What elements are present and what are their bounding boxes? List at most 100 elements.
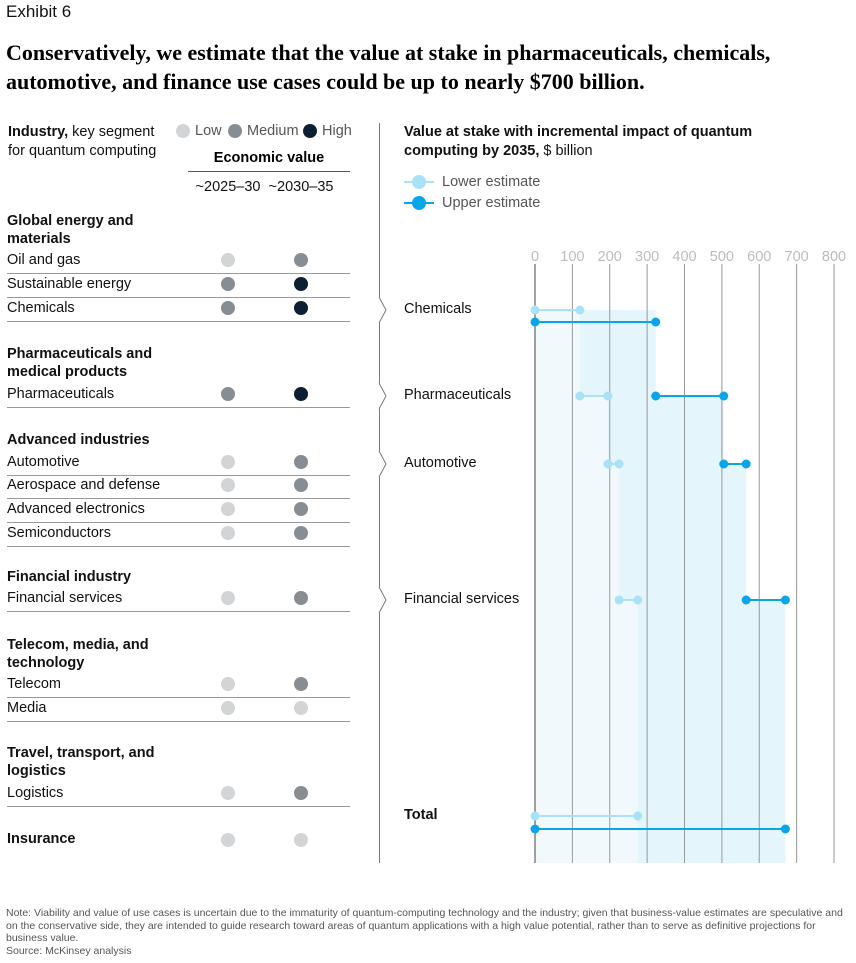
pharmaceuticals-upper-start-point bbox=[651, 391, 661, 401]
divider-notch bbox=[375, 451, 387, 477]
note-text: Note: Viability and value of use cases i… bbox=[6, 907, 843, 944]
segment-name-media: Media bbox=[7, 700, 47, 716]
divider-notch bbox=[375, 297, 387, 323]
legend-high: High bbox=[303, 123, 352, 139]
x-tick-label: 200 bbox=[598, 249, 622, 265]
segment-name-aerospace-and-defense: Aerospace and defense bbox=[7, 477, 161, 493]
x-tick-label: 500 bbox=[710, 249, 734, 265]
financial-services-upper-start-point bbox=[741, 595, 751, 605]
value-dot-v2030 bbox=[294, 502, 308, 516]
segment-name-oil-and-gas: Oil and gas bbox=[7, 252, 81, 268]
x-tick-label: 0 bbox=[531, 249, 539, 265]
chart-title-unit: $ billion bbox=[539, 143, 593, 159]
table-row: Telecom bbox=[7, 674, 350, 698]
group-label-insurance: Insurance bbox=[7, 831, 76, 847]
automotive-lower-start-point bbox=[603, 459, 613, 469]
financial-services-lower-end-point bbox=[633, 595, 643, 605]
chart-title: Value at stake with incremental impact o… bbox=[404, 123, 824, 161]
chart-title-bold: Value at stake with incremental impact o… bbox=[404, 124, 753, 159]
group-label-telecom-media-and-technology: Telecom, media, and technology bbox=[7, 637, 149, 671]
x-tick-label: 600 bbox=[747, 249, 771, 265]
chemicals-lower-start-point bbox=[530, 305, 540, 315]
x-tick-label: 400 bbox=[672, 249, 696, 265]
legend-high-label: High bbox=[322, 123, 352, 139]
upper-estimate-swatch-icon bbox=[404, 196, 434, 210]
segment-name-pharmaceuticals: Pharmaceuticals bbox=[7, 386, 115, 402]
x-tick-label: 100 bbox=[560, 249, 584, 265]
segment-name-advanced-electronics: Advanced electronics bbox=[7, 501, 145, 517]
value-dot-v2025 bbox=[221, 591, 235, 605]
total-lower-end-point bbox=[633, 811, 643, 821]
group-label-travel-transport-and-logistics: Travel, transport, and logistics bbox=[7, 745, 155, 779]
legend-lower-label: Lower estimate bbox=[442, 174, 541, 190]
segment-name-automotive: Automotive bbox=[7, 454, 80, 470]
group-label-advanced-industries: Advanced industries bbox=[7, 432, 150, 448]
legend-lower-estimate: Lower estimate bbox=[404, 174, 540, 190]
x-tick-label: 800 bbox=[822, 249, 846, 265]
group-label-financial-industry: Financial industry bbox=[7, 569, 132, 585]
table-row: Chemicals bbox=[7, 298, 350, 322]
footnote: Note: Viability and value of use cases i… bbox=[6, 907, 846, 957]
total-lower-start-point bbox=[530, 811, 540, 821]
lower-estimate-area bbox=[535, 310, 638, 863]
automotive-upper-start-point bbox=[719, 459, 729, 469]
table-row: Semiconductors bbox=[7, 523, 350, 547]
legend-medium-label: Medium bbox=[247, 123, 299, 139]
value-dot-v2030 bbox=[294, 301, 308, 315]
segment-name-semiconductors: Semiconductors bbox=[7, 525, 111, 541]
value-dot-v2030 bbox=[294, 478, 308, 492]
source-text: Source: McKinsey analysis bbox=[6, 944, 132, 957]
legend-medium: Medium bbox=[228, 123, 299, 139]
value-dot-v2025 bbox=[221, 502, 235, 516]
table-row: Financial services bbox=[7, 588, 350, 612]
pharmaceuticals-lower-end-point bbox=[603, 391, 613, 401]
high-dot-icon bbox=[303, 124, 317, 138]
value-dot-v2025 bbox=[221, 253, 235, 267]
economic-value-rule bbox=[188, 171, 350, 172]
lower-estimate-swatch-icon bbox=[404, 175, 434, 189]
segment-name-telecom: Telecom bbox=[7, 676, 61, 692]
pharmaceuticals-upper-end-point bbox=[719, 391, 729, 401]
value-dot-v2025 bbox=[221, 301, 235, 315]
segment-name-chemicals: Chemicals bbox=[7, 300, 75, 316]
x-tick-label: 700 bbox=[785, 249, 809, 265]
industry-header-rest: key segment for quantum computing bbox=[8, 124, 157, 159]
economic-value-title: Economic value bbox=[213, 150, 325, 166]
uc-label-financial-services: Financial services bbox=[404, 591, 520, 607]
table-row: Sustainable energy bbox=[7, 274, 350, 298]
chemicals-upper-end-point bbox=[651, 317, 661, 327]
segment-name-logistics: Logistics bbox=[7, 785, 64, 801]
x-tick-label: 300 bbox=[635, 249, 659, 265]
value-dot-v2030 bbox=[294, 526, 308, 540]
total-upper-end-point bbox=[780, 824, 790, 834]
value-dot-v2030 bbox=[294, 677, 308, 691]
table-row: Pharmaceuticals bbox=[7, 384, 350, 408]
value-dot-v2025 bbox=[221, 677, 235, 691]
chemicals-lower-end-point bbox=[575, 305, 585, 315]
legend-upper-estimate: Upper estimate bbox=[404, 195, 540, 211]
financial-services-lower-start-point bbox=[614, 595, 624, 605]
value-dot-v2025 bbox=[221, 833, 235, 847]
value-dot-v2030 bbox=[294, 833, 308, 847]
table-row: Advanced electronics bbox=[7, 499, 350, 523]
value-dot-v2025 bbox=[221, 277, 235, 291]
divider-notch bbox=[375, 587, 387, 613]
value-dot-v2030 bbox=[294, 701, 308, 715]
uc-label-chemicals: Chemicals bbox=[404, 301, 472, 317]
uc-label-total: Total bbox=[404, 807, 438, 823]
value-dot-v2025 bbox=[221, 455, 235, 469]
industry-header-bold: Industry, bbox=[8, 124, 69, 140]
column-divider bbox=[379, 123, 380, 863]
value-dot-v2025 bbox=[221, 387, 235, 401]
value-at-stake-chart: 0 100 200 300 400 500 600 700 800 bbox=[530, 249, 846, 863]
table-row: Oil and gas bbox=[7, 250, 350, 274]
automotive-lower-end-point bbox=[614, 459, 624, 469]
low-dot-icon bbox=[176, 124, 190, 138]
uc-label-pharmaceuticals: Pharmaceuticals bbox=[404, 387, 512, 403]
value-dot-v2025 bbox=[221, 526, 235, 540]
table-row: Logistics bbox=[7, 783, 350, 807]
period-2025-30: ~2025–30 bbox=[195, 179, 261, 195]
chemicals-upper-start-point bbox=[530, 317, 540, 327]
legend-low: Low bbox=[176, 123, 222, 139]
exhibit-title: Conservatively, we estimate that the val… bbox=[6, 40, 771, 94]
